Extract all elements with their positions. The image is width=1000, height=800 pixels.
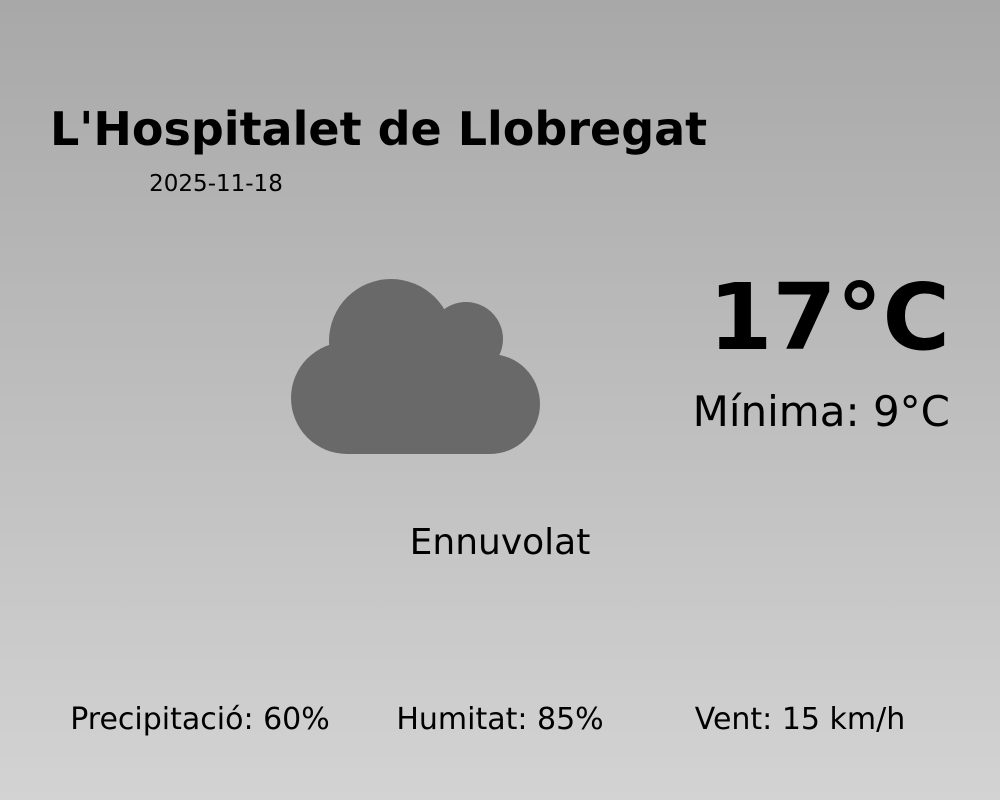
date: 2025-11-18 — [149, 171, 283, 197]
minimum-temperature: Mínima: 9°C — [692, 387, 950, 436]
city-title: L'Hospitalet de Llobregat — [50, 102, 708, 156]
temperature: 17°C — [708, 264, 950, 371]
condition: Ennuvolat — [409, 522, 591, 563]
humidity: Humitat: 85% — [396, 702, 604, 737]
precipitation: Precipitació: 60% — [70, 702, 330, 737]
wind: Vent: 15 km/h — [694, 702, 906, 737]
